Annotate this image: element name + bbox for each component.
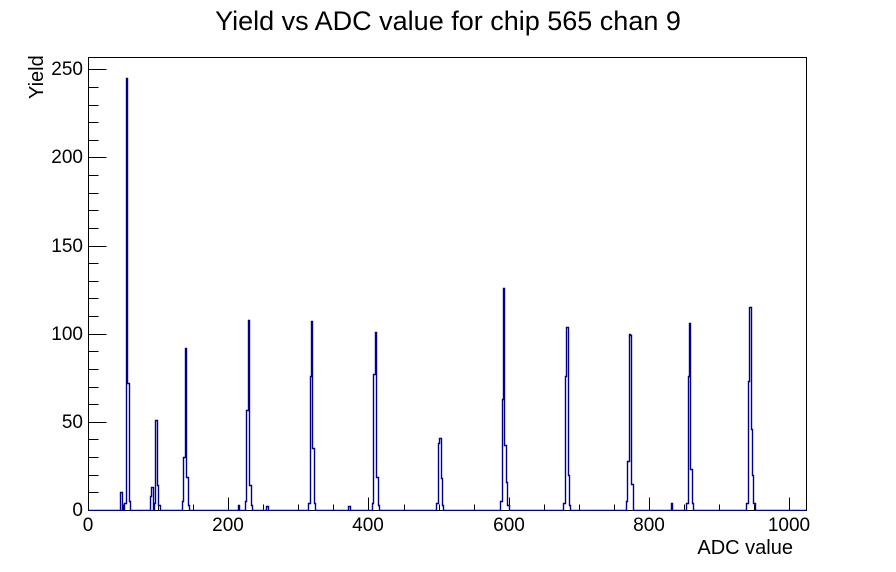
histogram-line [88,77,807,511]
y-tick-label: 50 [61,412,83,433]
histogram-plot [88,57,807,511]
y-tick-label: 200 [51,147,83,168]
x-tick-label: 200 [212,515,244,536]
plot-area [88,57,807,511]
x-tick-label: 400 [352,515,384,536]
y-tick-label: 150 [51,236,83,257]
plot-frame [88,57,807,511]
y-tick-label: 100 [51,324,83,345]
chart-title: Yield vs ADC value for chip 565 chan 9 [215,6,681,36]
x-axis-title: ADC value [697,537,793,559]
y-tick-label: 250 [51,59,83,80]
x-tick-label: 0 [82,515,94,536]
y-tick-label: 0 [72,500,83,521]
x-tick-label: 1000 [767,515,811,536]
x-tick-label: 600 [493,515,525,536]
x-tick-label: 800 [633,515,665,536]
